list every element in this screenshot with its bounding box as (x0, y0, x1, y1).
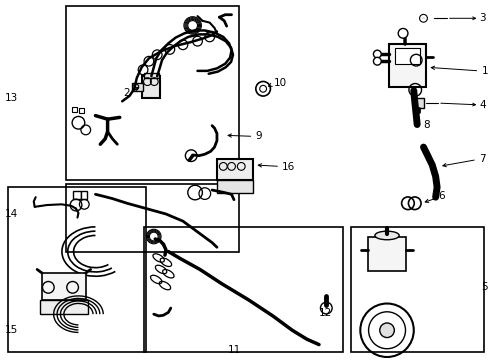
Text: 3: 3 (478, 13, 485, 23)
Bar (132, 84, 142, 91)
Circle shape (373, 50, 381, 58)
Text: 1: 1 (481, 66, 488, 76)
Text: 7: 7 (478, 153, 485, 163)
Text: 2: 2 (122, 89, 129, 98)
Text: 5: 5 (480, 282, 487, 292)
Text: 8: 8 (423, 120, 429, 130)
Text: 14: 14 (4, 209, 18, 219)
Bar (40, 300, 88, 314)
Text: 11: 11 (227, 345, 240, 355)
Text: 13: 13 (4, 93, 18, 103)
Bar (8, 187, 146, 352)
Bar (73, 191, 81, 199)
Bar (217, 180, 253, 193)
Bar (217, 158, 253, 180)
Bar (42, 273, 85, 300)
Bar (72, 107, 77, 112)
Bar (144, 73, 158, 78)
Text: 10: 10 (273, 78, 286, 88)
Bar (388, 44, 425, 87)
Circle shape (373, 57, 381, 65)
Circle shape (397, 28, 407, 38)
Text: 6: 6 (437, 191, 444, 201)
Text: 15: 15 (4, 325, 18, 335)
Bar (66, 184, 238, 252)
Text: 4: 4 (478, 100, 485, 110)
Text: 9: 9 (255, 131, 262, 141)
Bar (413, 98, 424, 108)
Text: 16: 16 (281, 162, 294, 172)
Bar (79, 108, 84, 113)
Bar (142, 76, 160, 98)
Circle shape (379, 323, 393, 338)
Bar (367, 237, 406, 271)
Bar (350, 226, 483, 352)
Bar (394, 48, 419, 64)
Ellipse shape (374, 231, 398, 240)
Text: 12: 12 (318, 308, 331, 318)
Bar (144, 226, 343, 352)
Bar (81, 191, 86, 199)
Bar (66, 6, 238, 180)
